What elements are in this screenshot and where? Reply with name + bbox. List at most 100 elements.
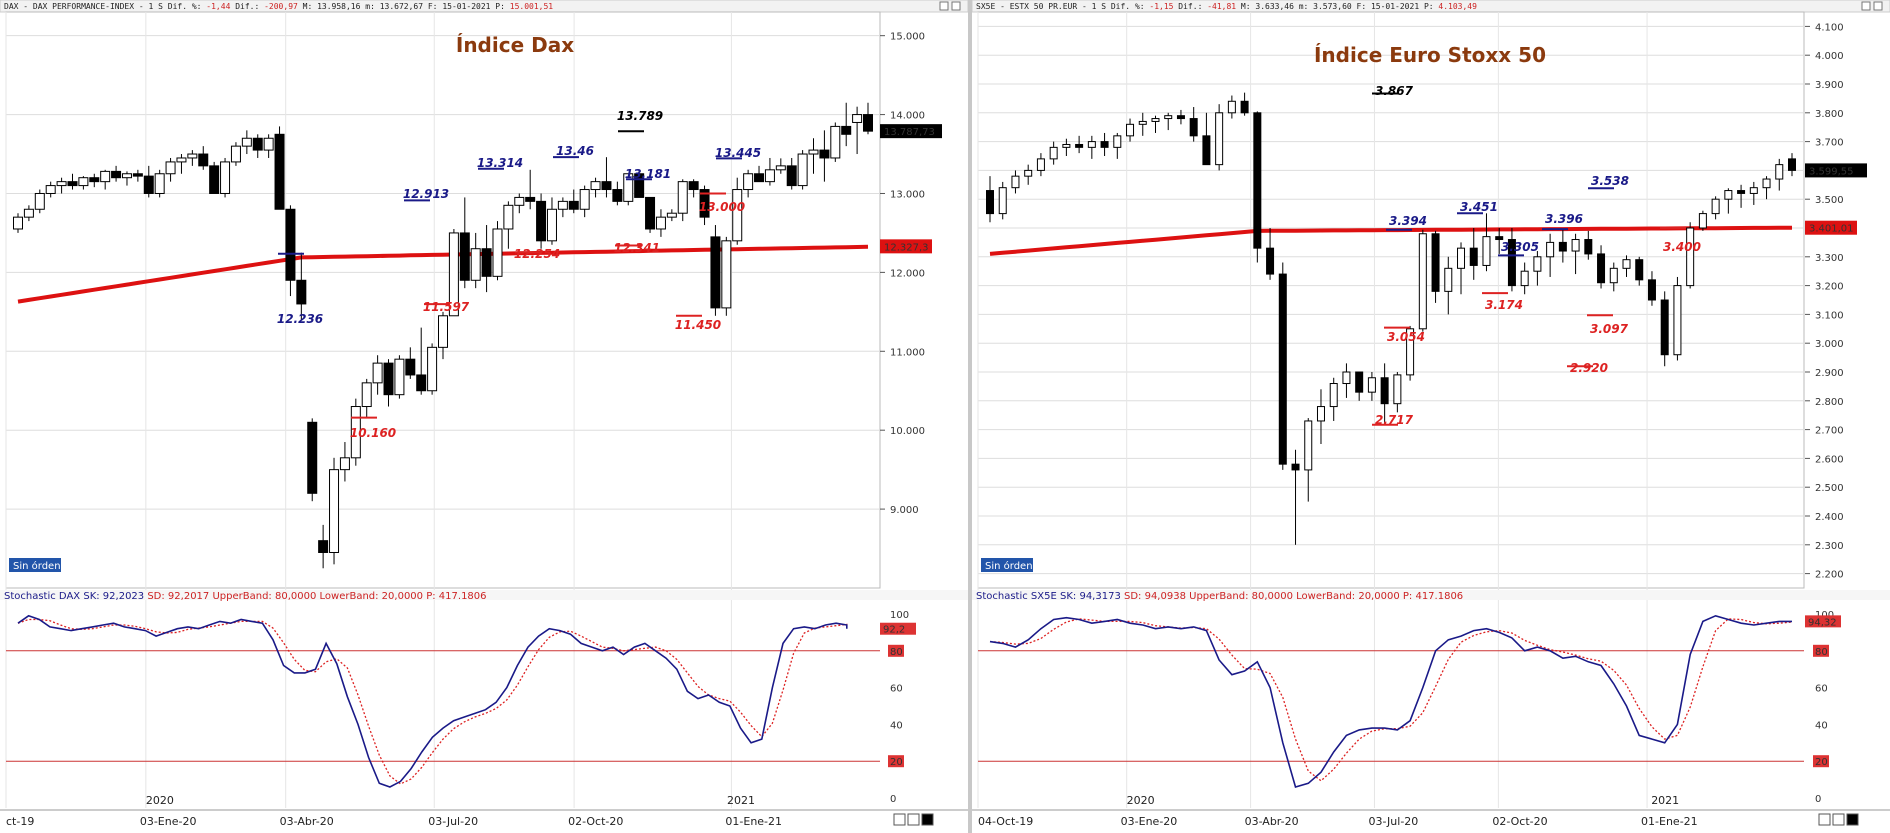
chart-type-icon[interactable]	[893, 813, 906, 826]
color-icon[interactable]	[1846, 813, 1859, 826]
header-dif-label: Dif.:	[1178, 2, 1207, 11]
candle	[1495, 236, 1504, 241]
save-icon[interactable]	[1832, 813, 1845, 826]
chart-header-text: SX5E - ESTX 50 PR.EUR - 1 S Dif. %: -1,1…	[976, 2, 1477, 11]
stoch-name: Stochastic SX5E	[976, 591, 1060, 602]
y-tick-label: 3.900	[1815, 80, 1844, 91]
close-icon[interactable]	[951, 1, 961, 11]
candle	[634, 173, 645, 198]
candle	[612, 189, 623, 202]
status-label: Sin órdenes	[13, 560, 72, 572]
status-badge	[981, 558, 1033, 572]
candle	[1151, 118, 1160, 122]
candle	[1533, 256, 1542, 272]
panel-divider[interactable]	[968, 0, 972, 833]
candle	[1749, 187, 1758, 194]
chart-type-icon[interactable]	[1818, 813, 1831, 826]
candle	[1762, 178, 1771, 189]
level-annotation: 3.097	[1590, 322, 1629, 336]
stoch-tick-label: 100	[890, 610, 909, 621]
x-tick-label: 03-Ene-20	[140, 815, 197, 828]
candle	[187, 153, 198, 159]
candle	[1329, 383, 1338, 408]
save-icon[interactable]	[907, 813, 920, 826]
candle	[1342, 371, 1351, 385]
candle	[1164, 115, 1173, 120]
y-tick-label: 2.500	[1815, 483, 1844, 494]
y-tick-label: 14.000	[890, 111, 925, 122]
header-dif-label: Dif.:	[235, 2, 264, 11]
candle	[677, 181, 688, 214]
candle	[666, 212, 677, 218]
stoch-header-bar	[0, 590, 968, 600]
candle	[329, 469, 340, 553]
stoch-ub: UpperBand: 80,0000	[1189, 591, 1296, 602]
candle	[492, 228, 503, 277]
candle	[732, 189, 743, 242]
y-tick-label: 2.900	[1815, 368, 1844, 379]
dax-chart-svg[interactable]: DAX - DAX PERFORMANCE-INDEX - 1 S Dif. %…	[0, 0, 968, 833]
candle	[1724, 190, 1733, 200]
y-tick-label: 2.300	[1815, 541, 1844, 552]
stoch-k-line	[17, 614, 848, 788]
candle	[1418, 233, 1427, 330]
y-tick-label: 11.000	[890, 347, 925, 358]
candle	[852, 114, 863, 123]
candle	[1087, 141, 1096, 148]
candle	[1635, 259, 1644, 281]
candle	[1240, 100, 1249, 114]
candle	[89, 177, 100, 183]
x-tick-label: 03-Jul-20	[428, 815, 478, 828]
stoch-band-label: 80	[1815, 647, 1828, 658]
candle	[154, 173, 165, 194]
stoch-sd: SD: 92,2017	[147, 591, 212, 602]
candle	[1278, 273, 1287, 465]
candle	[1075, 143, 1084, 148]
y-tick-label: 2.800	[1815, 397, 1844, 408]
candle	[1711, 198, 1720, 215]
eurostoxx-chart-svg[interactable]: SX5E - ESTX 50 PR.EUR - 1 S Dif. %: -1,1…	[972, 0, 1890, 833]
x-tick-label: ct-19	[6, 815, 34, 828]
x-tick-label: 03-Abr-20	[1245, 815, 1299, 828]
candle	[1660, 299, 1669, 356]
y-tick-label: 4.100	[1815, 22, 1844, 33]
stoch-band-box	[1813, 644, 1829, 657]
candle	[45, 185, 56, 194]
level-annotation: 3.867	[1375, 84, 1414, 98]
eurostoxx-chart-panel[interactable]: SX5E - ESTX 50 PR.EUR - 1 S Dif. %: -1,1…	[972, 0, 1890, 833]
candle	[721, 240, 732, 309]
close-icon[interactable]	[1873, 1, 1883, 11]
y-tick-label: 2.200	[1815, 570, 1844, 581]
candle	[438, 315, 448, 348]
y-tick-label: 10.000	[890, 426, 925, 437]
candle	[241, 137, 252, 147]
candle	[841, 125, 852, 135]
y-tick-label: 2.700	[1815, 426, 1844, 437]
stoch-header-text: Stochastic SX5E SK: 94,3173 SD: 94,0938 …	[976, 591, 1463, 602]
level-annotation: 3.054	[1387, 330, 1425, 344]
level-annotation: 3.396	[1545, 212, 1583, 226]
dax-chart-panel[interactable]: DAX - DAX PERFORMANCE-INDEX - 1 S Dif. %…	[0, 0, 968, 833]
stoch-name: Stochastic DAX	[4, 591, 83, 602]
stoch-header-bar	[972, 590, 1890, 600]
color-icon[interactable]	[921, 813, 934, 826]
candle	[623, 173, 634, 202]
header-rest: M: 13.958,16 m: 13.672,67 F: 15-01-2021	[303, 2, 496, 11]
y-tick-label: 4.000	[1815, 51, 1844, 62]
candle	[1737, 190, 1746, 194]
last-price-label: 13.787,73	[884, 127, 935, 138]
candle	[998, 187, 1007, 215]
level-annotation: 12.913	[403, 187, 449, 201]
level-annotation: 11.450	[675, 318, 721, 332]
minimize-icon[interactable]	[1861, 1, 1871, 11]
candle	[1584, 239, 1593, 255]
main-plot-area	[977, 11, 1805, 589]
level-annotation: 3.305	[1501, 240, 1539, 254]
status-badge	[9, 558, 61, 572]
stoch-header-text: Stochastic DAX SK: 92,2023 SD: 92,2017 U…	[4, 591, 487, 602]
candle	[459, 232, 470, 281]
header-rest: M: 3.633,46 m: 3.573,60 F: 15-01-2021	[1241, 2, 1424, 11]
y-tick-label: 3.300	[1815, 253, 1844, 264]
minimize-icon[interactable]	[939, 1, 949, 11]
